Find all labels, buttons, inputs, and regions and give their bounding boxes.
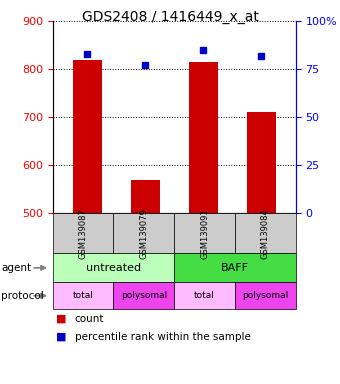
Text: total: total <box>73 291 94 300</box>
Text: GDS2408 / 1416449_x_at: GDS2408 / 1416449_x_at <box>82 10 258 23</box>
Bar <box>73 60 102 213</box>
Text: polysomal: polysomal <box>242 291 289 300</box>
Text: GSM139084: GSM139084 <box>261 208 270 259</box>
Text: count: count <box>75 314 104 324</box>
Text: percentile rank within the sample: percentile rank within the sample <box>75 332 251 342</box>
Bar <box>246 112 275 213</box>
Text: untreated: untreated <box>86 263 141 273</box>
Text: polysomal: polysomal <box>121 291 167 300</box>
Text: BAFF: BAFF <box>221 263 249 273</box>
Text: total: total <box>194 291 215 300</box>
Bar <box>189 62 218 213</box>
Bar <box>131 180 160 213</box>
Text: agent: agent <box>1 263 31 273</box>
Text: ■: ■ <box>56 314 67 324</box>
Text: ■: ■ <box>56 332 67 342</box>
Text: GSM139087: GSM139087 <box>79 208 88 259</box>
Text: protocol: protocol <box>1 291 44 301</box>
Text: GSM139091: GSM139091 <box>200 208 209 258</box>
Text: GSM139079: GSM139079 <box>139 208 148 259</box>
